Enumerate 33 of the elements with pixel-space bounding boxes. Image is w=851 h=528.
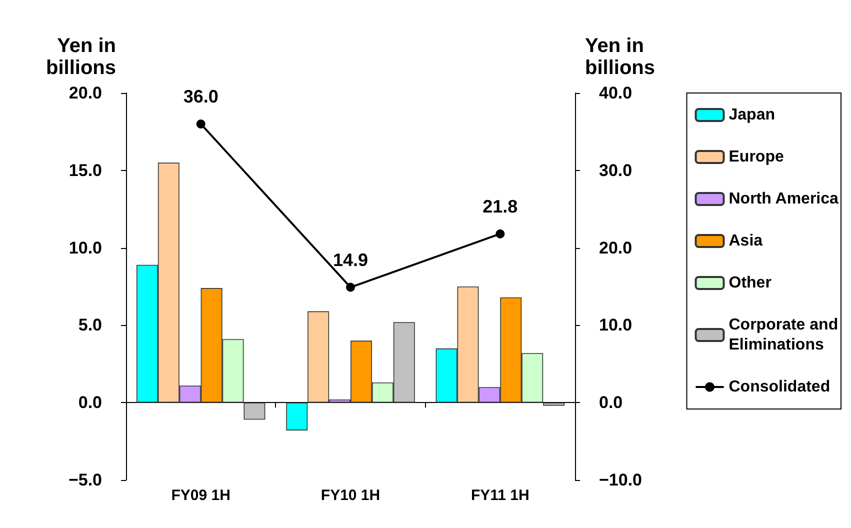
legend-label: Consolidated [728, 378, 830, 396]
y2-axis-title: Yen in billions [585, 35, 655, 79]
y2-tick-label: 30.0 [599, 160, 632, 180]
data-label: 14.9 [332, 250, 368, 270]
y-tick-label: 15.0 [68, 160, 102, 180]
y-tick-label: 5.0 [78, 316, 102, 335]
y2-tick-label: 20.0 [599, 238, 632, 258]
y-tick-label: 0.0 [78, 393, 102, 412]
data-label: 21.8 [482, 196, 518, 216]
bar [244, 402, 266, 420]
legend-label: Asia [728, 232, 763, 250]
y-tick-label: −5.0 [68, 470, 102, 490]
legend-label: Europe [728, 148, 784, 166]
point [196, 119, 206, 128]
legend-label: Other [728, 274, 772, 292]
data-label: 36.0 [183, 86, 218, 106]
legend-label: Japan [728, 106, 775, 124]
y-tick-label: 10.0 [68, 238, 102, 258]
bar [286, 402, 308, 430]
legend-label: Corporate and Eliminations [728, 316, 838, 354]
y2-tick-label: 0.0 [599, 393, 623, 412]
y-axis-title: Yen in billions [46, 35, 116, 79]
bar [543, 402, 565, 406]
y2-tick-label: −10.0 [599, 470, 642, 490]
x-tick-label: FY11 1H [470, 487, 530, 504]
point [496, 229, 505, 238]
y2-tick-label: 40.0 [599, 84, 632, 102]
y2-tick-label: 10.0 [599, 316, 632, 335]
legend-label: North America [728, 190, 839, 208]
point [346, 282, 355, 292]
y-tick-label: 20.0 [68, 84, 102, 102]
x-tick-label: FY09 1H [171, 487, 230, 504]
x-tick-label: FY10 1H [320, 487, 380, 504]
